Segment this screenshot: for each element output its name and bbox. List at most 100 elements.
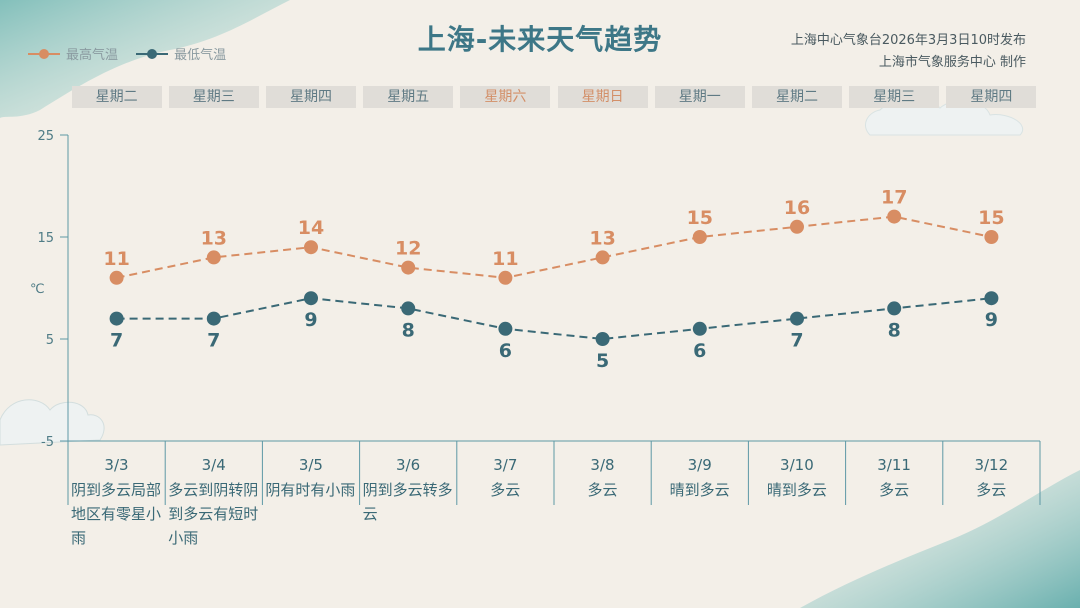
forecast-cell: 3/5 阴有时有小雨: [262, 448, 359, 508]
weekday-label: 星期三: [849, 86, 940, 108]
weather-description: 多云: [587, 481, 618, 499]
legend-item-low: 最低气温: [136, 44, 226, 63]
forecast-cell: 3/9 晴到多云: [651, 448, 748, 508]
high-temp-point: [109, 270, 124, 285]
high-temp-value: 15: [687, 207, 713, 229]
date-label: 3/4: [201, 456, 226, 474]
low-temp-point: [790, 311, 804, 326]
forecast-cell: 3/11 多云: [846, 448, 943, 508]
high-temp-value: 13: [201, 227, 227, 249]
chart-legend: 最高气温 最低气温: [28, 44, 240, 64]
weather-description: 多云到阴转阴到多云有短时小雨: [168, 481, 259, 547]
high-temp-point: [595, 250, 610, 265]
weekday-label: 星期四: [266, 86, 356, 108]
forecast-cell: 3/7 多云: [457, 448, 554, 508]
low-temp-point: [304, 291, 318, 306]
high-temp-value: 12: [395, 238, 421, 260]
high-temp-point: [206, 250, 221, 265]
forecast-cell: 3/4 多云到阴转阴到多云有短时小雨: [165, 448, 262, 547]
weather-description: 阴有时有小雨: [265, 481, 356, 499]
low-temp-point: [109, 311, 124, 326]
watercolor-bottom-right: [800, 470, 1080, 608]
low-temp-point: [498, 321, 513, 336]
weather-description: 多云: [490, 481, 521, 499]
page-title: 上海-未来天气趋势: [417, 23, 663, 56]
low-temp-line: [116, 297, 992, 341]
weather-description: 晴到多云: [669, 481, 730, 499]
low-temp-point: [984, 291, 999, 306]
forecast-cell: 3/10 晴到多云: [748, 448, 845, 508]
legend-low-label: 最低气温: [174, 48, 227, 63]
legend-item-high: 最高气温: [28, 44, 118, 63]
y-tick-label: 5: [46, 333, 54, 348]
high-temp-value: 13: [589, 227, 615, 249]
high-temp-point: [304, 240, 318, 255]
high-temp-point: [498, 270, 513, 285]
low-temp-point: [401, 301, 416, 316]
weekday-label: 星期日: [557, 86, 648, 108]
low-temp-point: [692, 321, 707, 336]
low-temp-value: 9: [985, 309, 998, 331]
legend-high-label: 最高气温: [66, 48, 119, 63]
high-temp-value: 14: [298, 217, 324, 239]
high-temp-value: 17: [881, 187, 907, 209]
high-temp-point: [984, 230, 999, 244]
date-label: 3/8: [590, 456, 615, 474]
date-label: 3/9: [687, 456, 712, 474]
weekday-row: 星期二 星期三 星期四 星期五 星期六 星期日 星期一 星期二 星期三 星期四: [0, 86, 1080, 108]
low-temp-point: [206, 311, 221, 326]
weather-description: 阴到多云转多云: [362, 481, 453, 523]
weekday-label: 星期六: [460, 86, 551, 108]
y-tick-label: 15: [37, 231, 54, 246]
date-label: 3/12: [974, 456, 1009, 474]
high-temp-value: 11: [103, 248, 129, 270]
low-line-swatch-icon: [136, 48, 169, 59]
weather-description: 多云: [879, 481, 910, 499]
high-line-swatch-icon: [28, 48, 60, 59]
low-temp-value: 7: [110, 330, 123, 352]
weekday-label: 星期五: [363, 86, 454, 108]
date-label: 3/6: [396, 456, 421, 474]
forecast-cell: 3/12 多云: [943, 448, 1040, 508]
date-label: 3/11: [877, 456, 911, 474]
issuer-line-2: 上海市气象服务中心 制作: [878, 55, 1026, 70]
high-temp-line: [116, 215, 992, 279]
forecast-cell: 3/6 阴到多云转多云: [360, 448, 457, 523]
weekday-label: 星期二: [71, 86, 162, 108]
issuer-line-1: 上海中心气象台2026年3月3日10时发布: [790, 33, 1026, 48]
high-temp-value: 16: [784, 197, 810, 219]
high-temp-value: 11: [492, 248, 518, 270]
weather-description: 阴到多云局部地区有零星小雨: [71, 481, 162, 547]
forecast-cell: 3/3 阴到多云局部地区有零星小雨: [68, 448, 165, 547]
low-temp-value: 7: [790, 330, 803, 352]
forecast-cell: 3/8 多云: [554, 448, 651, 508]
date-label: 3/5: [298, 456, 323, 474]
high-temp-point: [790, 219, 804, 234]
low-temp-value: 6: [693, 340, 706, 362]
low-temp-value: 6: [499, 340, 512, 362]
high-temp-point: [401, 260, 416, 275]
low-temp-value: 8: [888, 319, 901, 341]
high-temp-point: [692, 230, 707, 244]
date-label: 3/7: [493, 456, 518, 474]
weekday-label: 星期三: [168, 86, 259, 108]
low-temp-point: [887, 301, 902, 316]
issuer-info: 上海中心气象台2026年3月3日10时发布 上海市气象服务中心 制作: [791, 30, 1026, 74]
weather-description: 晴到多云: [766, 481, 827, 499]
low-temp-value: 5: [596, 350, 609, 372]
weekday-label: 星期一: [654, 86, 745, 108]
low-temp-value: 9: [304, 309, 317, 331]
low-temp-value: 7: [207, 330, 220, 352]
weekday-label: 星期四: [946, 86, 1037, 108]
date-label: 3/3: [104, 456, 129, 474]
y-axis-unit-label: ℃: [30, 282, 45, 297]
y-tick-label: 25: [37, 129, 54, 144]
weekday-label: 星期二: [752, 86, 842, 108]
cloud-left: [0, 399, 105, 446]
high-temp-value: 15: [978, 207, 1004, 229]
weather-description: 多云: [976, 481, 1007, 499]
low-temp-value: 8: [402, 319, 415, 341]
y-tick-label: -5: [41, 435, 54, 450]
low-temp-point: [595, 332, 610, 346]
